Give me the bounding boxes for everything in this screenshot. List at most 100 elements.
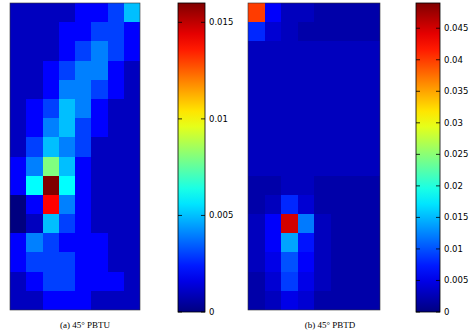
heat-cell xyxy=(43,272,60,292)
heat-cell xyxy=(59,80,76,100)
heat-cell xyxy=(364,272,381,292)
heat-cell xyxy=(331,41,348,61)
heat-cell xyxy=(347,195,364,215)
heat-cell xyxy=(314,176,331,196)
heat-cell xyxy=(91,41,108,61)
heat-cell xyxy=(43,214,60,234)
heat-cell xyxy=(10,99,27,119)
colorbar-tick xyxy=(416,154,420,155)
colorbar-tick xyxy=(436,122,440,123)
heat-cell xyxy=(26,176,43,196)
heat-cell xyxy=(331,291,348,310)
heat-cell xyxy=(298,22,315,42)
heat-cell xyxy=(265,291,282,310)
heat-cell xyxy=(124,233,140,253)
heat-cell xyxy=(331,233,348,253)
heat-cell xyxy=(331,137,348,157)
heat-cell xyxy=(75,195,92,215)
colorbar-tick-label: 0 xyxy=(444,307,449,317)
heat-cell xyxy=(248,3,265,23)
heat-cell xyxy=(91,214,108,234)
heat-cell xyxy=(314,233,331,253)
heat-cell xyxy=(265,137,282,157)
heat-cell xyxy=(281,41,298,61)
heat-cell xyxy=(314,99,331,119)
heat-cell xyxy=(108,272,125,292)
colorbar-tick xyxy=(416,122,420,123)
heat-cell xyxy=(347,3,364,23)
heat-cell xyxy=(43,41,60,61)
heat-cell xyxy=(10,272,27,292)
heat-cell xyxy=(248,61,265,81)
heat-cell xyxy=(59,3,76,23)
heat-cell xyxy=(364,22,381,42)
heat-cell xyxy=(124,291,140,310)
heat-cell xyxy=(43,157,60,177)
heat-cell xyxy=(10,3,27,23)
heat-cell xyxy=(347,80,364,100)
heat-cell xyxy=(59,61,76,81)
colorbar-tick-label: 0.005 xyxy=(444,275,468,285)
heat-cell xyxy=(108,214,125,234)
heat-cell xyxy=(281,291,298,310)
heat-cell xyxy=(364,157,381,177)
heat-cell xyxy=(43,137,60,157)
heat-cell xyxy=(298,3,315,23)
heat-cell xyxy=(124,80,140,100)
heat-cell xyxy=(298,233,315,253)
heat-cell xyxy=(281,157,298,177)
heat-cell xyxy=(91,291,108,310)
heat-cell xyxy=(347,233,364,253)
heat-cell xyxy=(331,252,348,272)
colorbar-tick xyxy=(436,312,440,313)
heat-cell xyxy=(59,252,76,272)
heat-cell xyxy=(248,252,265,272)
heat-cell xyxy=(347,176,364,196)
heat-cell xyxy=(91,3,108,23)
colorbar-tick xyxy=(436,248,440,249)
heat-cell xyxy=(364,61,381,81)
heat-cell xyxy=(347,41,364,61)
heat-cell xyxy=(298,214,315,234)
heat-cell xyxy=(314,41,331,61)
heat-cell xyxy=(10,61,27,81)
heat-cell xyxy=(314,157,331,177)
heat-cell xyxy=(43,176,60,196)
heat-cell xyxy=(347,137,364,157)
heat-cell xyxy=(75,252,92,272)
heat-cell xyxy=(265,99,282,119)
heat-cell xyxy=(124,118,140,138)
heat-cell xyxy=(59,272,76,292)
heat-cell xyxy=(281,214,298,234)
heat-cell xyxy=(108,99,125,119)
heat-cell xyxy=(91,176,108,196)
heat-cell xyxy=(75,214,92,234)
colorbar-tick xyxy=(416,91,420,92)
colorbar-tick xyxy=(436,185,440,186)
colorbar-tick xyxy=(436,217,440,218)
heat-cell xyxy=(59,214,76,234)
heat-cell xyxy=(314,137,331,157)
heat-cell xyxy=(314,3,331,23)
heat-cell xyxy=(281,3,298,23)
colorbar-tick-label: 0.005 xyxy=(209,210,233,220)
heat-cell xyxy=(298,157,315,177)
heat-cell xyxy=(59,99,76,119)
heat-cell xyxy=(124,99,140,119)
heat-cell xyxy=(347,22,364,42)
heat-cell xyxy=(265,22,282,42)
heat-cell xyxy=(265,214,282,234)
heat-cell xyxy=(108,176,125,196)
colorbar-tick xyxy=(436,28,440,29)
heat-cell xyxy=(347,272,364,292)
heat-cell xyxy=(364,41,381,61)
colorbar-tick xyxy=(201,118,205,119)
heat-cell xyxy=(124,157,140,177)
heat-cell xyxy=(10,157,27,177)
heat-cell xyxy=(26,41,43,61)
heat-cell xyxy=(331,118,348,138)
heat-cell xyxy=(75,272,92,292)
heat-cell xyxy=(124,22,140,42)
heat-cell xyxy=(108,41,125,61)
heat-cell xyxy=(91,157,108,177)
